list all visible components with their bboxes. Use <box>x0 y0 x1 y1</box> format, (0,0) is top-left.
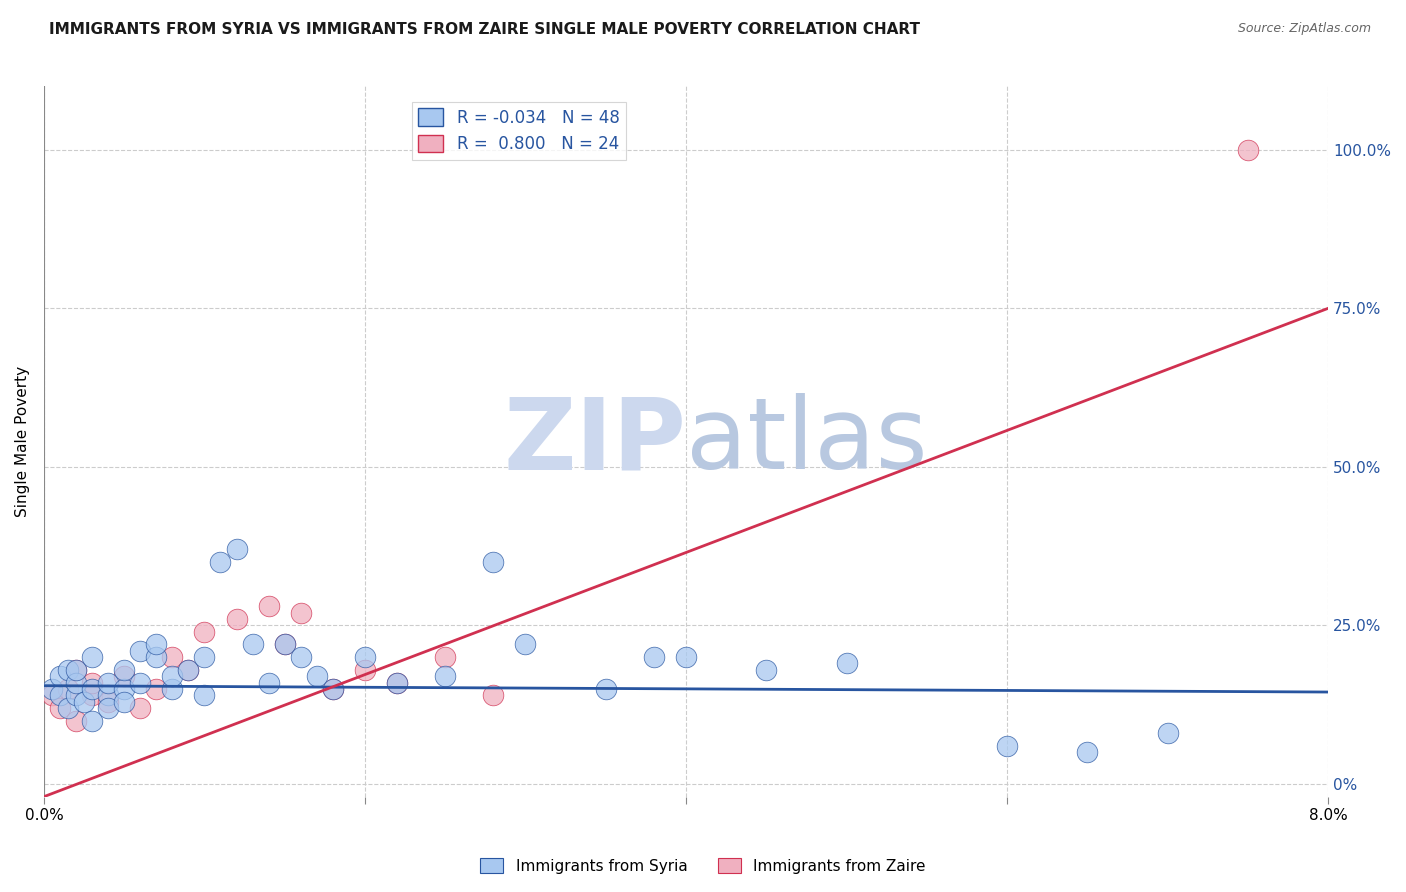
Point <box>56 681 79 696</box>
Point <box>643 650 665 665</box>
Point <box>193 650 215 665</box>
Point <box>49 669 72 683</box>
Point <box>162 681 184 696</box>
Point <box>290 650 312 665</box>
Point <box>65 675 87 690</box>
Point <box>145 650 167 665</box>
Point <box>80 681 103 696</box>
Point <box>49 688 72 702</box>
Point <box>49 701 72 715</box>
Point <box>434 650 457 665</box>
Point <box>112 694 135 708</box>
Point <box>129 644 152 658</box>
Point <box>112 669 135 683</box>
Legend: R = -0.034   N = 48, R =  0.800   N = 24: R = -0.034 N = 48, R = 0.800 N = 24 <box>412 102 626 160</box>
Point <box>193 624 215 639</box>
Point <box>41 688 63 702</box>
Point <box>97 701 120 715</box>
Point <box>41 681 63 696</box>
Point <box>273 637 295 651</box>
Y-axis label: Single Male Poverty: Single Male Poverty <box>15 366 30 517</box>
Point <box>112 663 135 677</box>
Point <box>56 701 79 715</box>
Point <box>80 688 103 702</box>
Point <box>162 669 184 683</box>
Legend: Immigrants from Syria, Immigrants from Zaire: Immigrants from Syria, Immigrants from Z… <box>474 852 932 880</box>
Text: Source: ZipAtlas.com: Source: ZipAtlas.com <box>1237 22 1371 36</box>
Point <box>257 675 280 690</box>
Point <box>162 650 184 665</box>
Point <box>482 555 505 569</box>
Point <box>434 669 457 683</box>
Point <box>65 688 87 702</box>
Point <box>112 681 135 696</box>
Point <box>322 681 344 696</box>
Point <box>1237 143 1260 157</box>
Point <box>129 701 152 715</box>
Text: IMMIGRANTS FROM SYRIA VS IMMIGRANTS FROM ZAIRE SINGLE MALE POVERTY CORRELATION C: IMMIGRANTS FROM SYRIA VS IMMIGRANTS FROM… <box>49 22 920 37</box>
Text: ZIP: ZIP <box>503 393 686 490</box>
Point <box>354 663 377 677</box>
Point <box>1076 745 1098 759</box>
Point <box>385 675 408 690</box>
Point <box>305 669 328 683</box>
Point <box>995 739 1018 753</box>
Point <box>675 650 697 665</box>
Point <box>73 694 96 708</box>
Point <box>65 663 87 677</box>
Point <box>755 663 778 677</box>
Point <box>225 542 247 557</box>
Point <box>385 675 408 690</box>
Point <box>257 599 280 614</box>
Point <box>322 681 344 696</box>
Point <box>482 688 505 702</box>
Point <box>1156 726 1178 740</box>
Point <box>515 637 537 651</box>
Point <box>193 688 215 702</box>
Point <box>595 681 617 696</box>
Point <box>97 688 120 702</box>
Point <box>65 663 87 677</box>
Point <box>209 555 232 569</box>
Point <box>177 663 200 677</box>
Point <box>145 681 167 696</box>
Point <box>97 694 120 708</box>
Point <box>80 650 103 665</box>
Point <box>225 612 247 626</box>
Point <box>354 650 377 665</box>
Point <box>129 675 152 690</box>
Point <box>177 663 200 677</box>
Point <box>97 675 120 690</box>
Point <box>273 637 295 651</box>
Text: atlas: atlas <box>686 393 928 490</box>
Point <box>80 675 103 690</box>
Point <box>56 663 79 677</box>
Point <box>242 637 264 651</box>
Point <box>65 714 87 728</box>
Point <box>290 606 312 620</box>
Point <box>145 637 167 651</box>
Point <box>835 657 858 671</box>
Point <box>80 714 103 728</box>
